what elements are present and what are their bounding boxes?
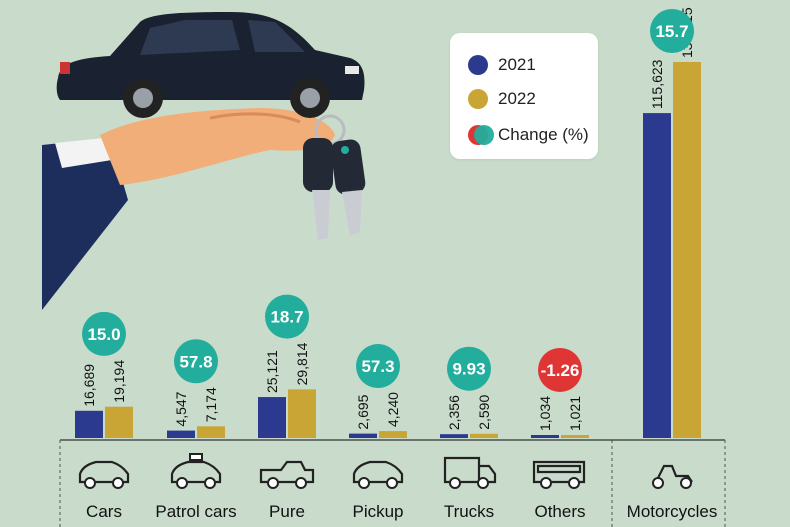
value-label-2021-1: 4,547: [173, 391, 189, 426]
bus-icon: [532, 460, 586, 489]
bar-2022-2: [288, 389, 316, 438]
bar-2021-5: [531, 435, 559, 438]
change-label-2: 18.7: [270, 308, 303, 327]
bar-2022-5: [561, 435, 589, 438]
legend-swatch-2021: [468, 55, 488, 75]
category-panel-frame: [59, 439, 726, 527]
bar-2021-3: [349, 433, 377, 438]
value-label-2021-0: 16,689: [81, 364, 97, 407]
bar-2022-6: [673, 61, 701, 438]
car-icon: [78, 460, 130, 489]
value-label-2022-2: 29,814: [294, 342, 310, 385]
change-badge-2: [265, 294, 309, 339]
legend-label-2021: 2021: [498, 55, 536, 74]
value-label-2021-2: 25,121: [264, 350, 280, 393]
value-label-2021-3: 2,695: [355, 394, 371, 429]
change-badge-6: [650, 9, 694, 53]
category-label-6: Motorcycles: [626, 502, 718, 521]
value-label-2022-3: 4,240: [385, 392, 401, 427]
legend: 2021 2022 Change (%): [450, 33, 598, 159]
bar-2021-6: [643, 113, 671, 439]
bar-2022-0: [105, 406, 133, 438]
value-label-2021-5: 1,034: [537, 396, 553, 431]
category-label-0: Cars: [86, 502, 122, 521]
legend-label-2022: 2022: [498, 89, 536, 108]
change-label-6: 15.7: [655, 22, 688, 41]
change-badge-4: [447, 346, 491, 391]
pickup-truck-icon: [259, 460, 315, 489]
value-label-2021-4: 2,356: [446, 395, 462, 430]
bar-2022-4: [470, 433, 498, 438]
value-label-2022-5: 1,021: [567, 396, 583, 431]
value-label-2022-1: 7,174: [203, 387, 219, 422]
legend-item-2022: 2022: [468, 87, 536, 111]
hatchback-icon: [352, 460, 404, 489]
truck-icon: [443, 456, 497, 489]
legend-swatch-2022: [468, 89, 488, 109]
bar-2021-0: [75, 410, 103, 438]
category-label-1: Patrol cars: [155, 502, 237, 521]
patrol-car-icon: [170, 453, 222, 489]
bar-2021-1: [167, 430, 195, 438]
value-label-2022-4: 2,590: [476, 395, 492, 430]
bar-2022-3: [379, 431, 407, 438]
change-badge-5: [538, 347, 582, 392]
category-label-5: Others: [534, 502, 586, 521]
bar-2022-1: [197, 426, 225, 438]
bar-2021-2: [258, 397, 286, 438]
category-label-2: Pure: [269, 502, 305, 521]
change-badge-1: [174, 339, 218, 384]
change-label-0: 15.0: [87, 325, 120, 344]
value-label-2021-6: 115,623: [649, 59, 665, 109]
hand-with-car-illustration: [42, 12, 366, 310]
category-label-3: Pickup: [352, 502, 404, 521]
legend-label-change: Change (%): [498, 125, 589, 144]
value-label-2022-0: 19,194: [111, 360, 127, 403]
legend-item-change: Change (%): [468, 123, 589, 147]
change-label-4: 9.93: [452, 360, 485, 379]
category-label-4: Trucks: [443, 502, 495, 521]
change-label-1: 57.8: [179, 352, 212, 371]
legend-swatch-change: [468, 125, 494, 145]
legend-item-2021: 2021: [468, 53, 536, 77]
change-badge-3: [356, 344, 400, 389]
bar-2021-4: [440, 434, 468, 438]
change-badge-0: [82, 311, 126, 356]
change-label-3: 57.3: [361, 357, 394, 376]
scooter-icon: [652, 464, 693, 489]
change-label-5: -1.26: [541, 361, 580, 380]
